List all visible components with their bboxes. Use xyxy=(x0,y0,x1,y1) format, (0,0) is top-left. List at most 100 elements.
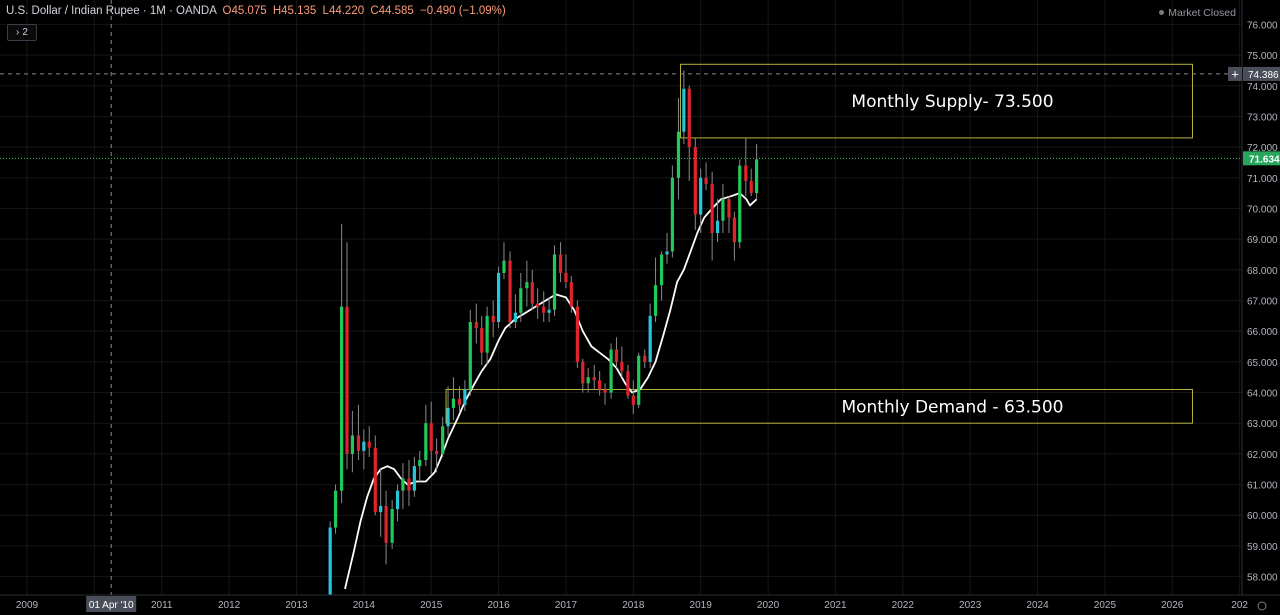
candle xyxy=(670,165,674,258)
time-tick-label: 2013 xyxy=(285,600,308,611)
candle-body xyxy=(755,159,759,194)
candles-layer xyxy=(323,70,759,615)
time-tick-label: 2015 xyxy=(420,600,443,611)
price-tick-label: 70.000 xyxy=(1247,204,1278,215)
candle xyxy=(345,242,349,470)
price-tick-label: 73.000 xyxy=(1247,112,1278,123)
open-label: O xyxy=(222,5,232,17)
candle-body xyxy=(530,282,534,304)
candle xyxy=(558,242,563,283)
time-tick-label: 2024 xyxy=(1026,600,1049,611)
zones-layer: Monthly Supply- 73.500 Monthly Demand - 6… xyxy=(445,63,1193,424)
candle xyxy=(637,352,641,408)
candle xyxy=(418,450,422,482)
candle xyxy=(569,275,573,313)
candle-body xyxy=(581,361,585,384)
candle xyxy=(356,404,361,461)
price-tick-label: 74.000 xyxy=(1247,82,1278,93)
candle-body xyxy=(491,315,495,322)
candle xyxy=(390,499,394,549)
candle-body xyxy=(508,260,512,322)
crosshair xyxy=(0,0,1242,595)
symbol-header: U.S. Dollar / Indian Rupee · 1M · OANDA … xyxy=(6,5,506,17)
candle xyxy=(424,404,428,467)
price-tick-label: 76.000 xyxy=(1247,20,1278,31)
candle xyxy=(552,245,557,316)
grid-lines xyxy=(0,0,1242,595)
candle-body xyxy=(379,506,383,513)
candle-body xyxy=(474,321,478,329)
time-tick-label: 2014 xyxy=(353,600,376,611)
low-label: L xyxy=(322,5,329,17)
candle xyxy=(653,257,658,322)
candle-body xyxy=(732,217,736,243)
candle-body xyxy=(575,306,579,362)
crosshair-date-label: 01 Apr '10 xyxy=(89,600,134,611)
candle-body xyxy=(744,165,748,181)
candle xyxy=(474,303,478,344)
candle-body xyxy=(333,490,338,528)
candle xyxy=(609,343,613,399)
candle-body xyxy=(631,395,635,405)
time-tick-label: 2009 xyxy=(16,600,39,611)
candle-body xyxy=(446,407,450,427)
candle-body xyxy=(513,312,518,322)
price-tick-label: 68.000 xyxy=(1247,266,1278,277)
candle xyxy=(710,171,714,261)
candle xyxy=(401,463,405,510)
candle xyxy=(407,460,411,507)
candle-body xyxy=(485,315,489,353)
crosshair-date-label-bg xyxy=(86,596,137,612)
candle xyxy=(564,254,568,289)
candle-body xyxy=(435,450,439,454)
change-value: −0.490 (−1.09%) xyxy=(420,5,506,17)
candle xyxy=(333,484,338,534)
candle xyxy=(660,251,664,301)
candle xyxy=(395,484,400,522)
candle xyxy=(480,315,484,365)
legend-toggle-button[interactable]: › 2 xyxy=(7,24,37,41)
candle xyxy=(367,426,371,457)
candle xyxy=(451,377,456,421)
candle-body xyxy=(401,478,405,491)
candle-body xyxy=(367,441,371,448)
candle xyxy=(547,297,551,322)
price-tick-label: 66.000 xyxy=(1247,327,1278,338)
plus-icon-bg xyxy=(1228,66,1242,81)
candle-body xyxy=(395,490,400,510)
chevron-right-icon: › xyxy=(16,27,20,38)
price-tick-label: 63.000 xyxy=(1247,419,1278,430)
candle xyxy=(699,168,703,234)
low-value: 44.220 xyxy=(328,5,365,17)
candle-body xyxy=(648,315,652,362)
candle-body xyxy=(412,466,416,491)
zone-supply xyxy=(679,63,1193,139)
candle xyxy=(412,456,416,497)
candle-body xyxy=(457,398,462,405)
candle xyxy=(682,70,686,145)
price-axis[interactable]: 58.000 59.000 60.000 61.000 62.000 63.000 64.0… xyxy=(1228,0,1280,615)
candle-body xyxy=(665,251,669,255)
candle-body xyxy=(626,371,630,396)
candle xyxy=(614,337,619,368)
crosshair-price-label: 74.386 xyxy=(1248,70,1279,81)
candle-body xyxy=(552,254,557,310)
time-axis[interactable]: 2009220112012201320142015201620172018201… xyxy=(0,594,1280,615)
candle xyxy=(603,383,607,405)
candle xyxy=(721,183,725,234)
candle-body xyxy=(598,380,602,390)
candle xyxy=(738,159,742,249)
time-tick-label: 2011 xyxy=(151,600,173,611)
candle-body xyxy=(558,254,563,273)
time-axis-bg xyxy=(0,595,1280,615)
candle xyxy=(586,367,590,393)
candle-body xyxy=(676,131,681,178)
candle-body xyxy=(356,435,361,451)
candle xyxy=(379,469,383,537)
candle xyxy=(502,242,506,280)
legend-count: 2 xyxy=(22,27,28,38)
candle-body xyxy=(345,306,349,454)
symbol-title: U.S. Dollar / Indian Rupee · 1M · OANDA xyxy=(6,5,217,17)
candle xyxy=(328,521,332,615)
